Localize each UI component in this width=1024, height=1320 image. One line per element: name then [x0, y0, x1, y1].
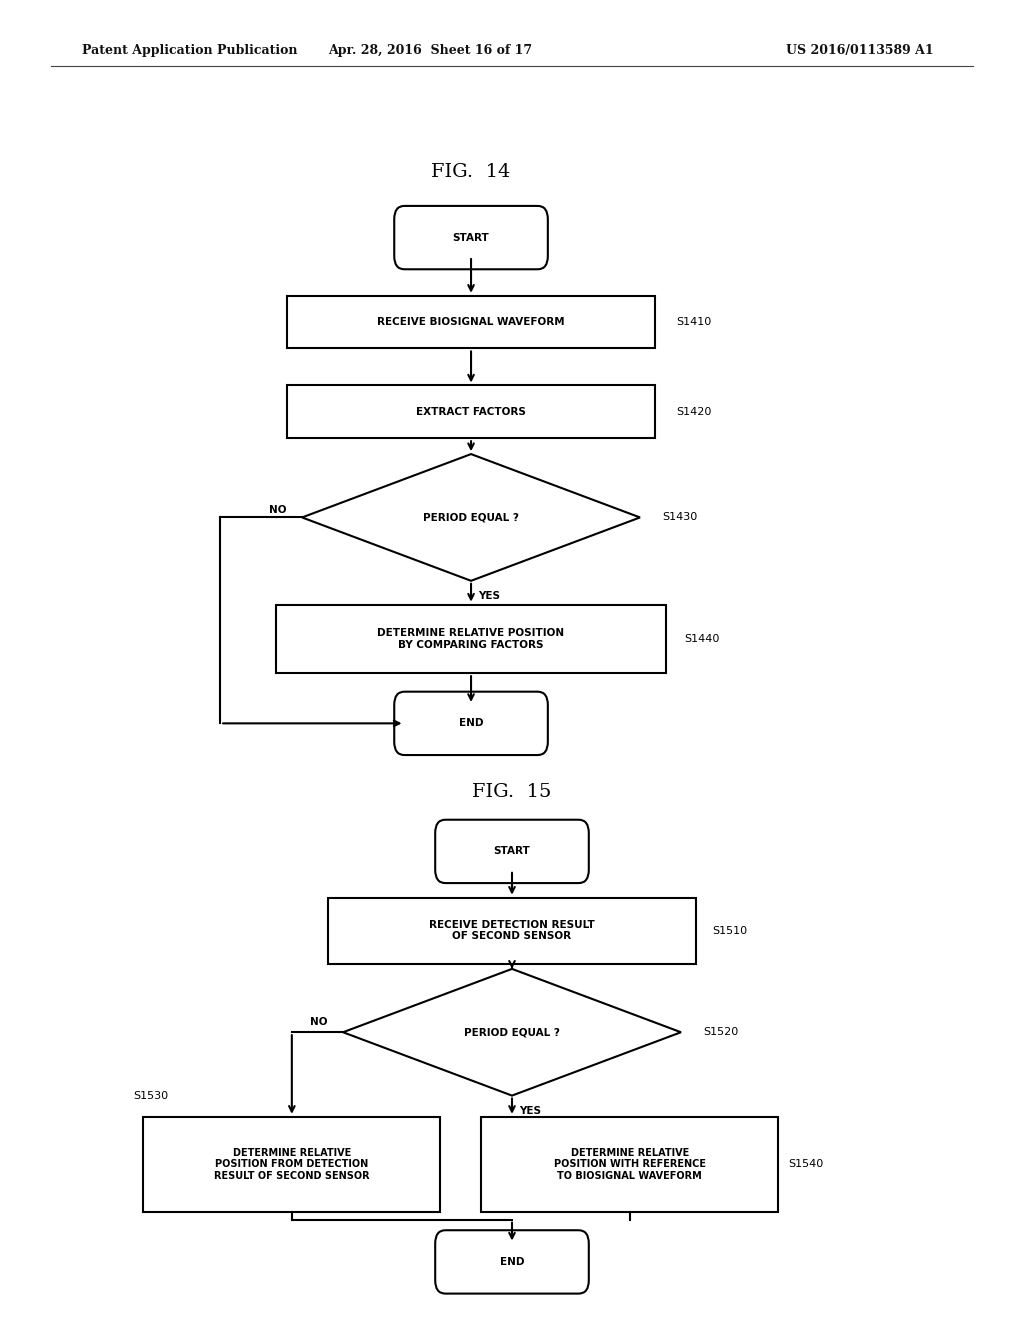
Text: YES: YES — [478, 591, 501, 602]
Text: YES: YES — [519, 1106, 542, 1117]
Text: FIG.  14: FIG. 14 — [431, 162, 511, 181]
Text: NO: NO — [269, 504, 287, 515]
Text: FIG.  15: FIG. 15 — [472, 783, 552, 801]
Text: EXTRACT FACTORS: EXTRACT FACTORS — [416, 407, 526, 417]
Text: RECEIVE DETECTION RESULT
OF SECOND SENSOR: RECEIVE DETECTION RESULT OF SECOND SENSO… — [429, 920, 595, 941]
Text: PERIOD EQUAL ?: PERIOD EQUAL ? — [423, 512, 519, 523]
Text: Apr. 28, 2016  Sheet 16 of 17: Apr. 28, 2016 Sheet 16 of 17 — [328, 44, 532, 57]
Polygon shape — [302, 454, 640, 581]
Text: S1440: S1440 — [684, 634, 720, 644]
Text: S1410: S1410 — [676, 317, 711, 327]
Text: PERIOD EQUAL ?: PERIOD EQUAL ? — [464, 1027, 560, 1038]
Text: NO: NO — [310, 1016, 328, 1027]
Text: RECEIVE BIOSIGNAL WAVEFORM: RECEIVE BIOSIGNAL WAVEFORM — [377, 317, 565, 327]
Text: S1530: S1530 — [133, 1090, 168, 1101]
Text: US 2016/0113589 A1: US 2016/0113589 A1 — [786, 44, 934, 57]
FancyBboxPatch shape — [394, 206, 548, 269]
Bar — [143, 1117, 440, 1212]
FancyBboxPatch shape — [435, 1230, 589, 1294]
Bar — [276, 605, 666, 673]
Text: START: START — [453, 232, 489, 243]
Text: END: END — [500, 1257, 524, 1267]
Bar — [287, 385, 655, 438]
Text: DETERMINE RELATIVE
POSITION FROM DETECTION
RESULT OF SECOND SENSOR: DETERMINE RELATIVE POSITION FROM DETECTI… — [214, 1147, 370, 1181]
Bar — [287, 296, 655, 348]
Text: DETERMINE RELATIVE POSITION
BY COMPARING FACTORS: DETERMINE RELATIVE POSITION BY COMPARING… — [378, 628, 564, 649]
Text: S1420: S1420 — [676, 407, 712, 417]
Text: END: END — [459, 718, 483, 729]
Polygon shape — [343, 969, 681, 1096]
Text: DETERMINE RELATIVE
POSITION WITH REFERENCE
TO BIOSIGNAL WAVEFORM: DETERMINE RELATIVE POSITION WITH REFEREN… — [554, 1147, 706, 1181]
Text: START: START — [494, 846, 530, 857]
Text: S1520: S1520 — [703, 1027, 738, 1038]
FancyBboxPatch shape — [394, 692, 548, 755]
Text: S1540: S1540 — [788, 1159, 823, 1170]
Text: Patent Application Publication: Patent Application Publication — [82, 44, 297, 57]
Text: S1430: S1430 — [663, 512, 697, 523]
Bar — [481, 1117, 778, 1212]
Bar — [328, 898, 696, 964]
Text: S1510: S1510 — [713, 925, 748, 936]
FancyBboxPatch shape — [435, 820, 589, 883]
